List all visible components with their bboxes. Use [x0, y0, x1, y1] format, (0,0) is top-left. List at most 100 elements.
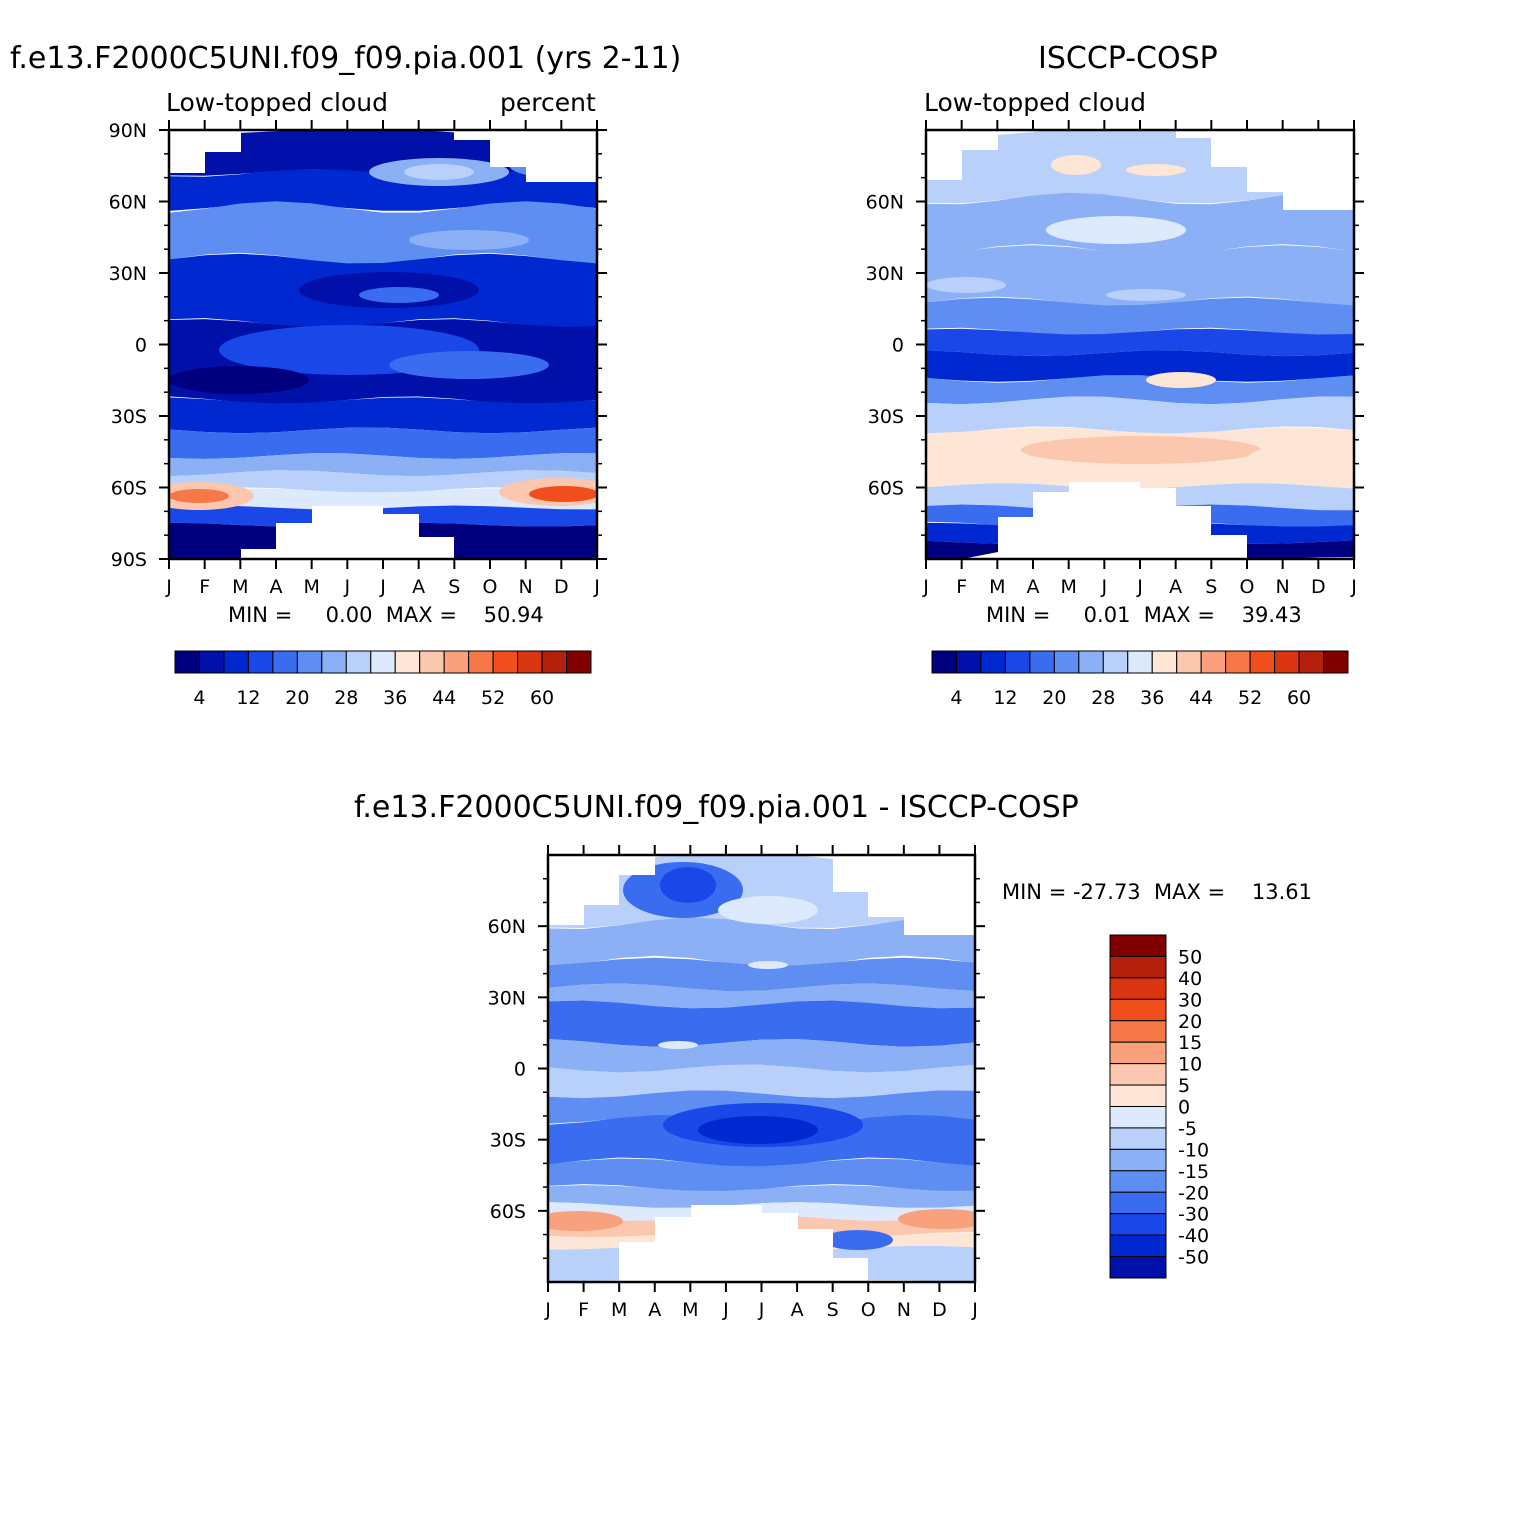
contour-patch — [1106, 289, 1186, 301]
colorbar-swatch — [174, 650, 200, 674]
colorbar-swatch — [1029, 650, 1055, 674]
contour-patch — [529, 486, 597, 502]
panel1-subtitle-right: percent — [500, 88, 596, 117]
x-tick-label: O — [1240, 576, 1255, 598]
x-tick-label: A — [648, 1299, 661, 1321]
colorbar-swatch — [345, 650, 372, 674]
x-tick-label: J — [544, 1299, 551, 1321]
x-tick-label: A — [1169, 576, 1182, 598]
colorbar-label: 28 — [334, 687, 358, 709]
y-tick-label: 60S — [111, 478, 147, 500]
x-tick-label: M — [682, 1299, 698, 1321]
missing-data-region — [454, 130, 597, 182]
colorbar-label: 12 — [993, 687, 1017, 709]
x-tick-label: F — [956, 576, 967, 598]
x-tick-label: S — [1205, 576, 1217, 598]
colorbar-swatch — [1200, 650, 1227, 674]
colorbar-swatch — [1225, 650, 1251, 674]
missing-data-region — [169, 130, 241, 173]
colorbar-label: -10 — [1178, 1139, 1209, 1161]
contour-band — [548, 957, 975, 992]
contour-patch — [748, 961, 788, 969]
contour-band — [548, 917, 975, 968]
contour-patch — [409, 230, 529, 250]
x-tick-label: M — [1060, 576, 1076, 598]
contour-patch — [718, 896, 818, 924]
y-tick-label: 30S — [111, 406, 147, 428]
y-tick-label: 60S — [490, 1201, 526, 1223]
colorbar-label: 52 — [481, 687, 505, 709]
contour-band — [169, 488, 597, 510]
x-tick-label: J — [379, 576, 386, 598]
y-tick-label: 0 — [514, 1059, 526, 1081]
contour-patch — [898, 1209, 975, 1229]
x-tick-label: A — [791, 1299, 804, 1321]
x-tick-label: N — [897, 1299, 911, 1321]
panel1-subtitle-left: Low-topped cloud — [166, 88, 388, 117]
colorbar-label: 50 — [1178, 946, 1202, 968]
contour-band — [169, 453, 597, 477]
x-tick-label: M — [303, 576, 319, 598]
contour-band — [169, 470, 597, 494]
contour-band — [548, 1064, 975, 1099]
colorbar-label: 60 — [1287, 687, 1311, 709]
colorbar-swatch — [566, 650, 592, 674]
x-tick-label: J — [722, 1299, 729, 1321]
colorbar-label: -30 — [1178, 1204, 1209, 1226]
colorbar-swatch — [443, 650, 470, 674]
colorbar-swatch — [1109, 934, 1167, 957]
colorbar-swatch — [1109, 1127, 1167, 1150]
colorbar-swatch — [1109, 1084, 1167, 1107]
y-tick-label: 90S — [111, 549, 147, 571]
colorbar-label: 36 — [1140, 687, 1164, 709]
contour-patch — [823, 1230, 893, 1250]
colorbar-swatch — [272, 650, 298, 674]
colorbar-swatch — [1109, 977, 1167, 1000]
x-tick-label: J — [971, 1299, 978, 1321]
colorbar-swatch — [1004, 650, 1031, 674]
contour-patch — [926, 277, 1006, 293]
colorbar-swatch — [1109, 1191, 1167, 1215]
y-tick-label: 60N — [109, 192, 147, 214]
contour-band — [548, 1185, 975, 1208]
colorbar-swatch — [1053, 650, 1080, 674]
contour-patch — [658, 1041, 698, 1049]
colorbar-swatch — [468, 650, 494, 674]
colorbar-swatch — [931, 650, 957, 674]
colorbar-swatch — [1109, 1256, 1167, 1279]
contour-patch — [1126, 164, 1186, 176]
colorbar-swatch — [955, 650, 982, 674]
y-tick-label: 30N — [488, 987, 526, 1009]
x-tick-label: O — [483, 576, 498, 598]
x-tick-label: N — [1276, 576, 1290, 598]
colorbar-label: -5 — [1178, 1118, 1197, 1140]
colorbar-label: 4 — [193, 687, 205, 709]
contour-patch — [404, 164, 474, 180]
colorbar-swatch — [1109, 998, 1167, 1022]
x-tick-label: A — [270, 576, 283, 598]
contour-patch — [698, 1116, 818, 1144]
colorbar-label: 30 — [1178, 989, 1202, 1011]
colorbar-label: 44 — [432, 687, 456, 709]
colorbar-label: 36 — [383, 687, 407, 709]
y-tick-label: 0 — [135, 335, 147, 357]
colorbar-label: 5 — [1178, 1075, 1190, 1097]
colorbar-swatch — [223, 650, 249, 674]
x-tick-label: D — [554, 576, 569, 598]
colorbar-swatch — [1102, 650, 1129, 674]
missing-data-region — [619, 1205, 868, 1282]
colorbar-label: 15 — [1178, 1032, 1202, 1054]
colorbar-swatch — [1109, 1041, 1167, 1065]
colorbar-label: -15 — [1178, 1161, 1209, 1183]
colorbar-label: -40 — [1178, 1225, 1209, 1247]
panel3-title: f.e13.F2000C5UNI.f09_f09.pia.001 - ISCCP… — [354, 790, 1079, 825]
contour-band — [169, 427, 597, 459]
colorbar-swatch — [1109, 1148, 1167, 1172]
colorbar-label: -20 — [1178, 1182, 1209, 1204]
contour-band — [926, 297, 1354, 336]
colorbar-label: 44 — [1189, 687, 1213, 709]
x-tick-label: N — [519, 576, 533, 598]
colorbar-swatch — [1151, 650, 1178, 674]
